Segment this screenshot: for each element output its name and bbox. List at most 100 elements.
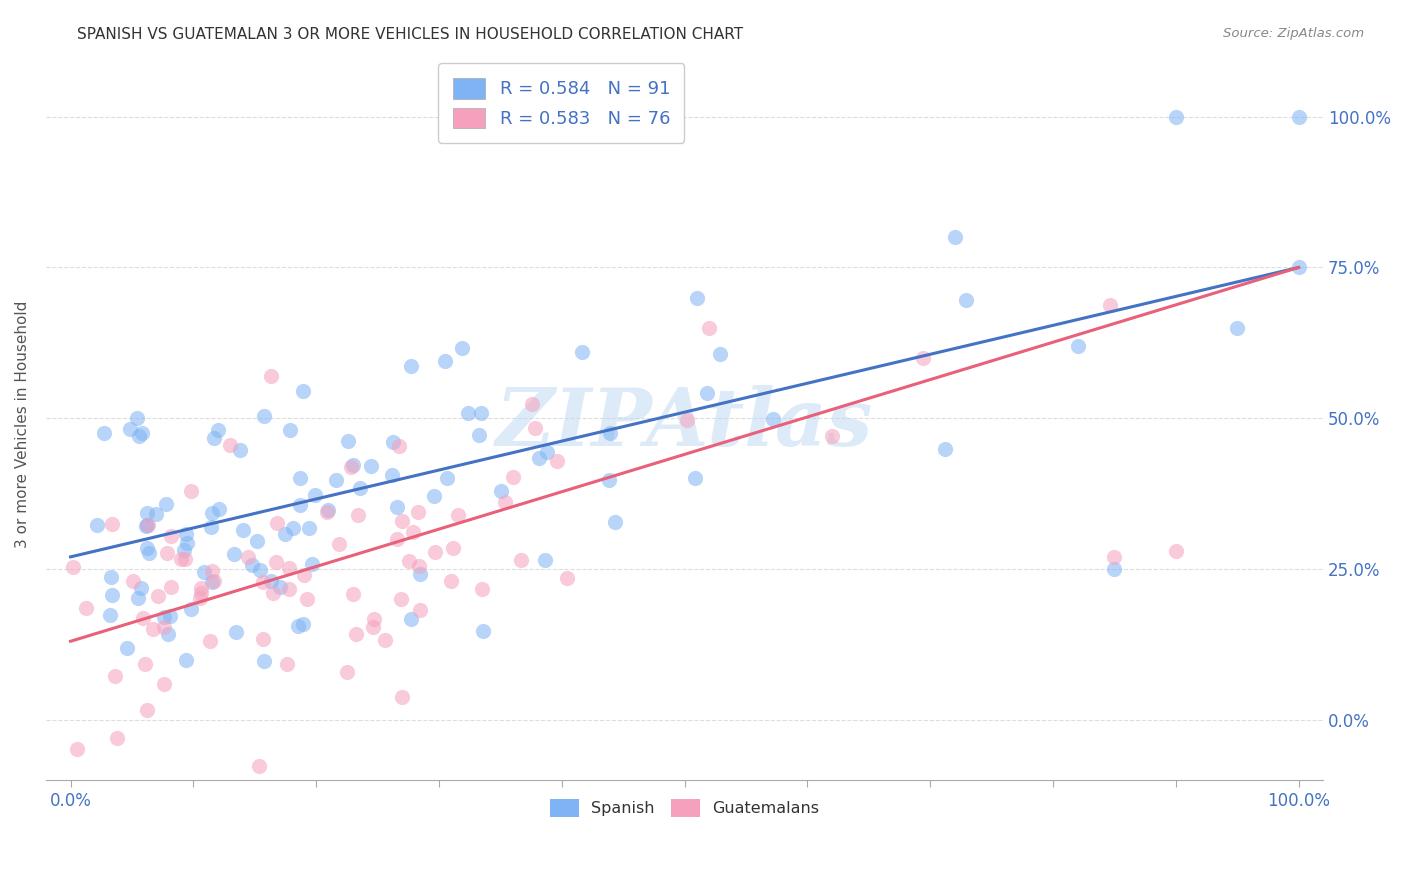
Point	[1164, 544, 1187, 558]
Point	[1288, 110, 1310, 124]
Point	[201, 506, 224, 520]
Point	[468, 428, 491, 442]
Point	[232, 523, 254, 537]
Point	[347, 508, 370, 523]
Point	[451, 341, 474, 355]
Point	[287, 619, 309, 633]
Point	[174, 652, 197, 666]
Point	[153, 620, 176, 634]
Point	[685, 471, 707, 485]
Point	[1288, 260, 1310, 275]
Point	[138, 545, 160, 559]
Point	[457, 406, 479, 420]
Point	[236, 550, 259, 565]
Point	[571, 345, 593, 359]
Point	[155, 497, 177, 511]
Point	[381, 435, 404, 450]
Point	[911, 351, 934, 365]
Point	[200, 520, 222, 534]
Point	[388, 440, 411, 454]
Point	[136, 506, 159, 520]
Point	[142, 622, 165, 636]
Point	[135, 519, 157, 533]
Point	[153, 610, 176, 624]
Point	[391, 690, 413, 704]
Point	[344, 627, 367, 641]
Legend: Spanish, Guatemalans: Spanish, Guatemalans	[541, 791, 827, 825]
Point	[381, 468, 404, 483]
Point	[409, 566, 432, 581]
Point	[288, 498, 311, 512]
Text: ZIPAtlas: ZIPAtlas	[496, 385, 873, 463]
Point	[470, 405, 492, 419]
Point	[208, 502, 231, 516]
Point	[283, 521, 305, 535]
Point	[304, 488, 326, 502]
Point	[408, 558, 430, 573]
Point	[363, 612, 385, 626]
Point	[1098, 298, 1121, 312]
Point	[527, 451, 550, 466]
Point	[228, 443, 250, 458]
Point	[399, 359, 422, 373]
Point	[686, 291, 709, 305]
Point	[447, 508, 470, 523]
Point	[153, 676, 176, 690]
Point	[277, 561, 299, 575]
Point	[101, 588, 124, 602]
Point	[472, 624, 495, 638]
Text: Source: ZipAtlas.com: Source: ZipAtlas.com	[1223, 27, 1364, 40]
Point	[160, 580, 183, 594]
Point	[605, 516, 627, 530]
Point	[436, 471, 458, 485]
Point	[278, 423, 301, 437]
Point	[709, 347, 731, 361]
Point	[219, 438, 242, 452]
Point	[86, 518, 108, 533]
Point	[252, 632, 274, 647]
Point	[128, 429, 150, 443]
Point	[174, 552, 197, 566]
Point	[156, 546, 179, 560]
Point	[148, 589, 170, 603]
Point	[291, 617, 314, 632]
Point	[522, 397, 544, 411]
Point	[125, 411, 148, 425]
Point	[325, 474, 347, 488]
Point	[546, 454, 568, 468]
Point	[246, 534, 269, 549]
Point	[266, 516, 288, 530]
Point	[1226, 320, 1249, 334]
Point	[374, 633, 396, 648]
Point	[93, 426, 115, 441]
Point	[260, 574, 283, 588]
Point	[252, 574, 274, 589]
Point	[1104, 562, 1126, 576]
Point	[193, 565, 215, 579]
Point	[502, 470, 524, 484]
Point	[292, 568, 315, 582]
Point	[131, 581, 153, 595]
Point	[1104, 549, 1126, 564]
Point	[599, 425, 621, 440]
Point	[122, 574, 145, 588]
Point	[138, 518, 160, 533]
Point	[274, 526, 297, 541]
Point	[269, 580, 291, 594]
Point	[202, 574, 225, 588]
Point	[98, 607, 121, 622]
Point	[697, 320, 720, 334]
Point	[391, 514, 413, 528]
Point	[316, 503, 339, 517]
Point	[389, 591, 412, 606]
Point	[762, 411, 785, 425]
Point	[316, 505, 339, 519]
Point	[328, 537, 350, 551]
Point	[136, 541, 159, 555]
Point	[342, 587, 364, 601]
Point	[533, 553, 555, 567]
Point	[249, 563, 271, 577]
Point	[278, 582, 301, 596]
Point	[132, 611, 155, 625]
Point	[104, 669, 127, 683]
